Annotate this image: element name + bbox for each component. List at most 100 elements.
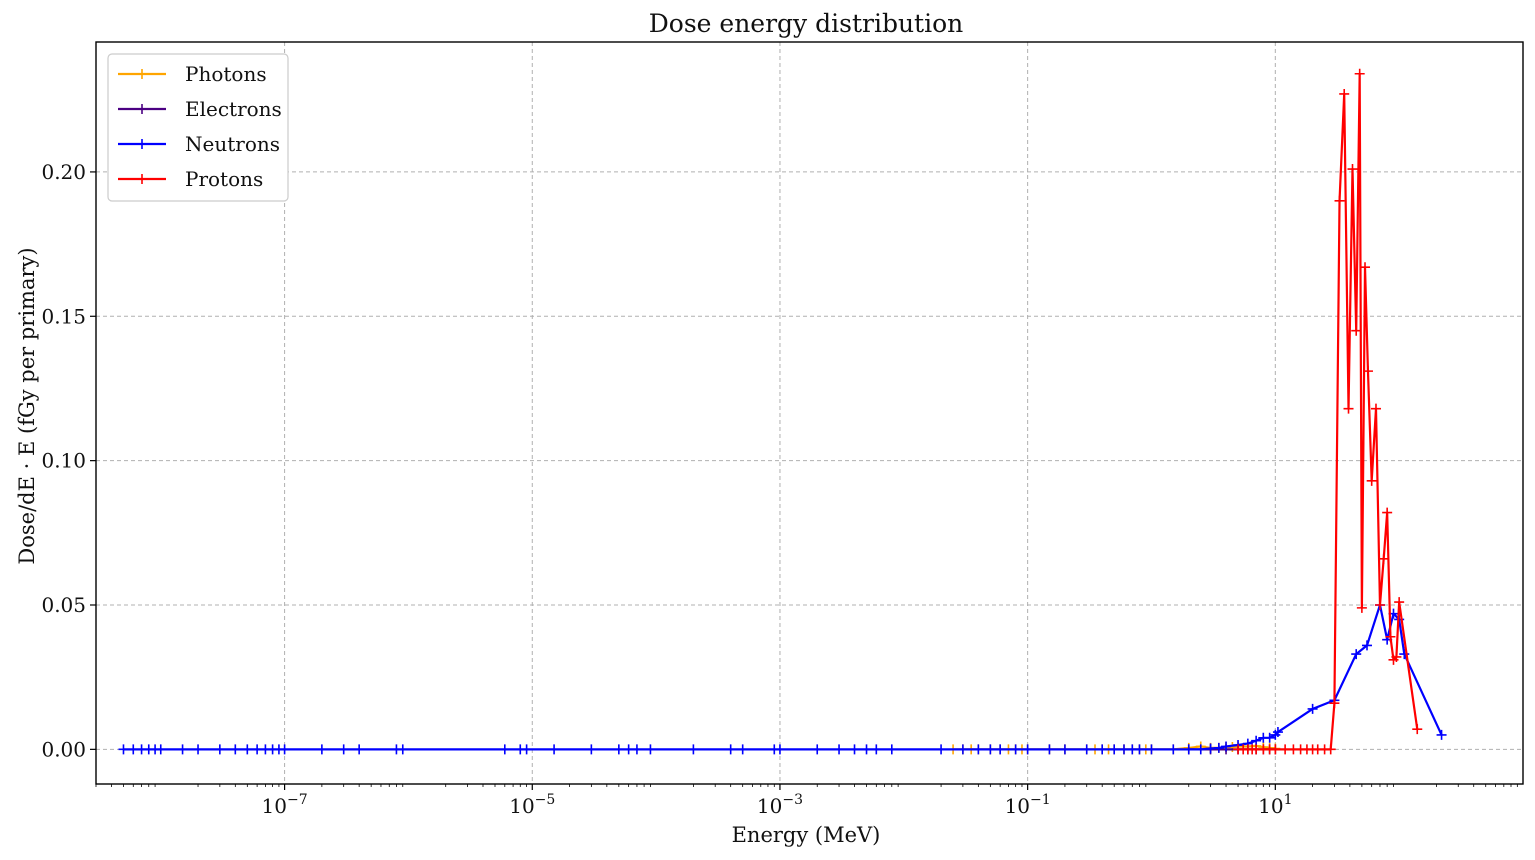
data-point xyxy=(1347,164,1358,175)
y-tick-label: 0.15 xyxy=(41,304,86,328)
data-point xyxy=(849,744,860,755)
data-point xyxy=(834,744,845,755)
data-point xyxy=(279,744,290,755)
data-point xyxy=(1168,744,1179,755)
data-point xyxy=(1183,744,1194,755)
data-point xyxy=(1354,68,1365,79)
data-point xyxy=(1251,735,1262,746)
legend-label: Neutrons xyxy=(185,132,280,156)
data-point xyxy=(812,744,823,755)
x-tick-label: 10−1 xyxy=(1005,792,1051,818)
data-point xyxy=(155,744,166,755)
data-point xyxy=(1146,744,1157,755)
data-point xyxy=(1378,553,1389,564)
data-point xyxy=(631,744,642,755)
data-point xyxy=(1382,507,1393,518)
x-tick-label: 10−5 xyxy=(509,792,555,818)
data-point xyxy=(1391,651,1402,662)
data-point xyxy=(1329,698,1340,709)
data-point xyxy=(1022,744,1033,755)
data-point xyxy=(1109,744,1120,755)
data-point xyxy=(1221,741,1232,752)
data-point xyxy=(214,744,225,755)
x-axis-label: Energy (MeV) xyxy=(732,823,881,847)
data-point xyxy=(1272,727,1283,738)
legend-label: Electrons xyxy=(185,97,282,121)
data-point xyxy=(549,744,560,755)
axis-ticks: 10−7 10−5 10−3 10−1 101 0.00 0.05 0.10 0.15 0.20 xyxy=(41,160,1518,818)
series-group xyxy=(118,68,1447,755)
data-point xyxy=(397,744,408,755)
y-axis-label: Dose/dE · E (fGy per primary) xyxy=(15,247,39,564)
data-point xyxy=(1360,262,1371,273)
data-point xyxy=(1081,744,1092,755)
data-point xyxy=(1370,403,1381,414)
data-point xyxy=(774,744,785,755)
data-point xyxy=(1362,366,1373,377)
data-point xyxy=(1339,88,1350,99)
legend-label: Photons xyxy=(185,62,267,86)
data-point xyxy=(177,744,188,755)
plot-frame xyxy=(95,41,1524,785)
data-point xyxy=(1134,744,1145,755)
y-tick-label: 0.00 xyxy=(41,737,86,761)
data-point xyxy=(1366,475,1377,486)
data-point xyxy=(1412,724,1423,735)
x-tick-label: 101 xyxy=(1258,792,1292,818)
data-point xyxy=(871,744,882,755)
data-point xyxy=(957,744,968,755)
data-point xyxy=(995,744,1006,755)
data-point xyxy=(242,744,253,755)
legend-box xyxy=(107,53,289,202)
data-point xyxy=(737,744,748,755)
data-point xyxy=(118,744,129,755)
data-point xyxy=(1044,744,1055,755)
data-point xyxy=(936,744,947,755)
data-point xyxy=(1334,195,1345,206)
data-point xyxy=(586,744,597,755)
data-point xyxy=(1356,602,1367,613)
data-point xyxy=(1385,631,1396,642)
data-point xyxy=(645,744,656,755)
data-point xyxy=(886,744,897,755)
data-point xyxy=(973,744,984,755)
y-tick-label: 0.05 xyxy=(41,593,86,617)
data-point xyxy=(1325,744,1336,755)
data-point xyxy=(499,744,510,755)
data-point xyxy=(1394,597,1405,608)
data-point xyxy=(1010,744,1021,755)
data-point xyxy=(1195,744,1206,755)
grid xyxy=(96,42,1523,784)
data-point xyxy=(985,744,996,755)
data-point xyxy=(1436,729,1447,740)
data-point xyxy=(1307,703,1318,714)
data-point xyxy=(1351,325,1362,336)
data-point xyxy=(1059,744,1070,755)
data-point xyxy=(354,744,365,755)
chart-title: Dose energy distribution xyxy=(649,9,964,38)
data-point xyxy=(1351,649,1362,660)
x-tick-label: 10−3 xyxy=(757,792,803,818)
data-point xyxy=(725,744,736,755)
data-point xyxy=(1213,742,1224,753)
data-point xyxy=(338,744,349,755)
data-point xyxy=(193,744,204,755)
legend: Photons Electrons Neutrons Protons xyxy=(107,53,289,202)
data-point xyxy=(521,744,532,755)
series-protons xyxy=(1233,68,1423,755)
data-point xyxy=(230,744,241,755)
data-point xyxy=(1097,744,1108,755)
data-point xyxy=(613,744,624,755)
data-point xyxy=(861,744,872,755)
data-point xyxy=(1343,403,1354,414)
data-point xyxy=(1362,640,1373,651)
y-tick-label: 0.10 xyxy=(41,449,86,473)
data-point xyxy=(1270,744,1281,755)
legend-label: Protons xyxy=(185,167,263,191)
data-point xyxy=(1374,599,1385,610)
y-tick-label: 0.20 xyxy=(41,160,86,184)
data-point xyxy=(688,744,699,755)
x-tick-label: 10−7 xyxy=(262,792,308,818)
